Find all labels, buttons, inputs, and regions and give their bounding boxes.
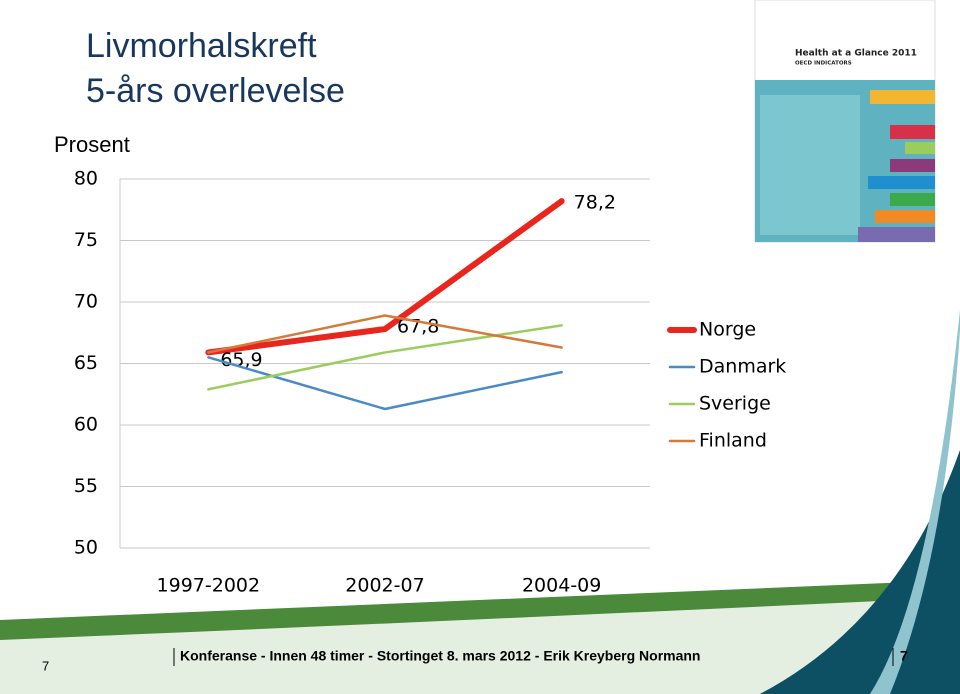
x-tick-label: 2004-09 — [522, 575, 601, 597]
y-tick-label: 80 — [74, 168, 98, 190]
legend-label: Norge — [699, 319, 756, 341]
chart-subtitle: 5-års overlevelse — [86, 72, 345, 110]
y-tick-label: 70 — [74, 291, 98, 313]
footer-text: Konferanse - Innen 48 timer - Stortinget… — [180, 648, 700, 664]
data-label: 78,2 — [574, 192, 616, 214]
footer-light — [0, 600, 900, 694]
y-axis-label: Prosent — [54, 132, 130, 157]
y-tick-label: 55 — [74, 475, 98, 497]
data-label: 65,9 — [220, 349, 262, 371]
legend-label: Sverige — [699, 393, 771, 415]
data-label: 67,8 — [397, 316, 439, 338]
y-tick-label: 60 — [74, 414, 98, 436]
y-tick-label: 65 — [74, 352, 98, 374]
cover-subtitle: OECD INDICATORS — [795, 61, 852, 67]
series-line — [205, 198, 565, 356]
chart-title: Livmorhalskreft — [86, 27, 317, 65]
x-tick-label: 2002-07 — [345, 575, 424, 597]
x-tick-label: 1997-2002 — [157, 575, 261, 597]
series-line — [207, 356, 563, 411]
page-number-right: 7 — [900, 648, 908, 664]
cover-title: Health at a Glance 2011 — [795, 49, 917, 59]
y-tick-label: 50 — [74, 537, 98, 559]
y-tick-label: 75 — [74, 229, 98, 251]
footer-accent — [870, 310, 960, 694]
page-number-left: 7 — [42, 658, 49, 673]
series-line — [207, 314, 563, 354]
plot: 50 55 60 65 70 75 80 1997-2002 2002-07 2004-09 65,… — [74, 168, 786, 597]
series-line — [207, 324, 563, 391]
legend-label: Finland — [699, 430, 767, 452]
legend-label: Danmark — [699, 356, 786, 378]
book-cover: Health at a Glance 2011 OECD INDICATORS — [754, 0, 936, 243]
